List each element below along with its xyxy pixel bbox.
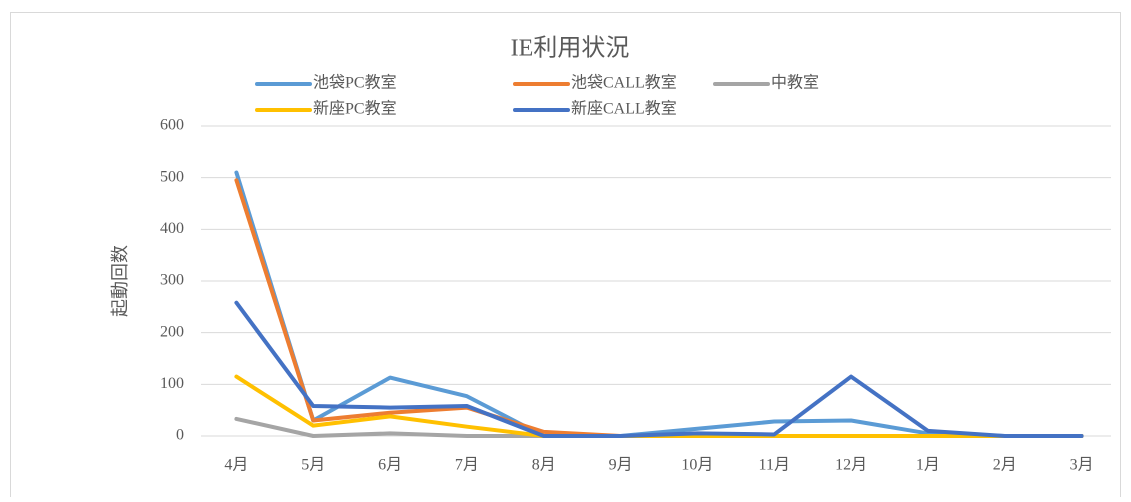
y-tick-label: 500 bbox=[160, 168, 184, 185]
legend-label: 池袋PC教室 bbox=[313, 74, 397, 92]
x-tick-label: 7月 bbox=[455, 457, 479, 474]
x-tick-label: 6月 bbox=[378, 457, 402, 474]
x-tick-label: 12月 bbox=[835, 457, 867, 474]
y-axis-label: 起動回数 bbox=[110, 245, 130, 317]
y-tick-label: 400 bbox=[160, 220, 184, 237]
x-tick-label: 11月 bbox=[759, 457, 790, 474]
y-tick-label: 300 bbox=[160, 272, 184, 289]
y-tick-label: 200 bbox=[160, 323, 184, 340]
x-tick-label: 1月 bbox=[916, 457, 940, 474]
x-tick-label: 10月 bbox=[681, 457, 713, 474]
y-tick-label: 100 bbox=[160, 375, 184, 392]
x-tick-label: 3月 bbox=[1070, 457, 1094, 474]
x-tick-label: 5月 bbox=[301, 457, 325, 474]
x-tick-label: 4月 bbox=[224, 457, 248, 474]
legend-label: 池袋CALL教室 bbox=[571, 74, 677, 92]
chart-frame bbox=[10, 12, 1121, 502]
y-tick-label: 600 bbox=[160, 117, 184, 134]
x-tick-label: 8月 bbox=[532, 457, 556, 474]
chart-title: IE利用状況 bbox=[511, 35, 630, 62]
x-tick-label: 2月 bbox=[993, 457, 1017, 474]
legend-label: 中教室 bbox=[771, 74, 819, 92]
series-line bbox=[234, 300, 1084, 438]
legend-label: 新座PC教室 bbox=[313, 100, 397, 118]
x-tick-label: 9月 bbox=[609, 457, 633, 474]
y-tick-label: 0 bbox=[176, 427, 184, 444]
series-line bbox=[234, 170, 1084, 438]
legend-label: 新座CALL教室 bbox=[571, 100, 677, 118]
